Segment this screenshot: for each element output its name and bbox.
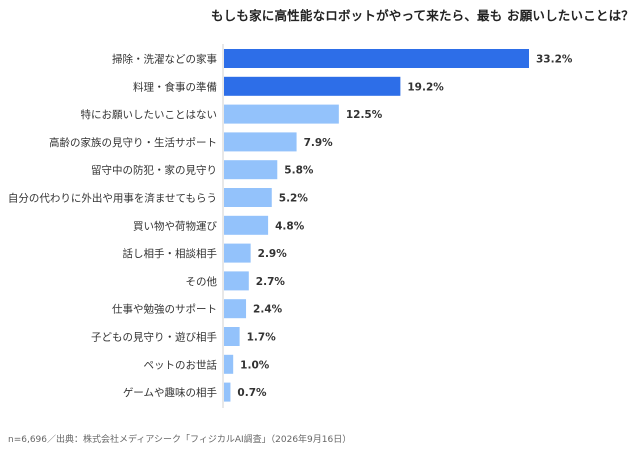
value-label: 0.7%	[237, 387, 267, 399]
value-label: 5.8%	[284, 165, 314, 177]
category-label: 掃除・洗濯などの家事	[112, 53, 217, 66]
bar	[224, 104, 339, 124]
bar	[224, 382, 231, 402]
bar	[224, 354, 234, 374]
value-label: 2.7%	[256, 276, 286, 288]
bar	[224, 299, 247, 319]
bar	[224, 188, 272, 207]
category-label: 自分の代わりに外出や用事を済ませてもらう	[8, 192, 217, 205]
bar	[224, 49, 529, 68]
bar	[224, 271, 249, 291]
value-label: 2.4%	[253, 304, 283, 316]
value-label: 19.2%	[407, 81, 444, 93]
category-label: 子どもの見守り・遊び相手	[91, 331, 217, 344]
category-label: ゲームや趣味の相手	[123, 386, 217, 399]
bar	[224, 215, 269, 235]
value-label: 2.9%	[258, 248, 288, 260]
bar	[224, 76, 401, 96]
category-label: 留守中の防犯・家の見守り	[91, 164, 217, 177]
category-label: 仕事や勉強のサポート	[112, 303, 217, 316]
category-label: その他	[186, 275, 218, 288]
bar-chart: 掃除・洗濯などの家事 33.2% 料理・食事の準備 19.2% 特にお願いしたいことはな…	[8, 44, 573, 408]
value-label: 12.5%	[346, 109, 383, 121]
category-label: 話し相手・相談相手	[123, 247, 218, 260]
value-label: 5.2%	[279, 193, 309, 205]
category-label: ペットのお世話	[144, 358, 218, 371]
category-label: 買い物や荷物運び	[133, 219, 217, 232]
value-label: 1.7%	[247, 332, 277, 344]
bar	[224, 132, 297, 152]
bar	[224, 243, 251, 263]
value-label: 1.0%	[240, 359, 270, 371]
value-label: 7.9%	[304, 137, 334, 149]
source-footnote: n=6,696／出典：株式会社メディアシーク「フィジカルAI調査」（2026年9…	[8, 435, 352, 445]
bar	[224, 327, 240, 346]
chart-title: もしも家に高性能なロボットがやって来たら、最も お願いしたいことは？	[210, 8, 634, 23]
category-label: 特にお願いしたいことはない	[81, 109, 218, 121]
bar	[224, 160, 278, 180]
category-label: 料理・食事の準備	[133, 80, 217, 93]
value-label: 33.2%	[536, 54, 573, 66]
category-label: 高齢の家族の見守り・生活サポート	[49, 136, 217, 149]
value-label: 4.8%	[275, 220, 305, 232]
